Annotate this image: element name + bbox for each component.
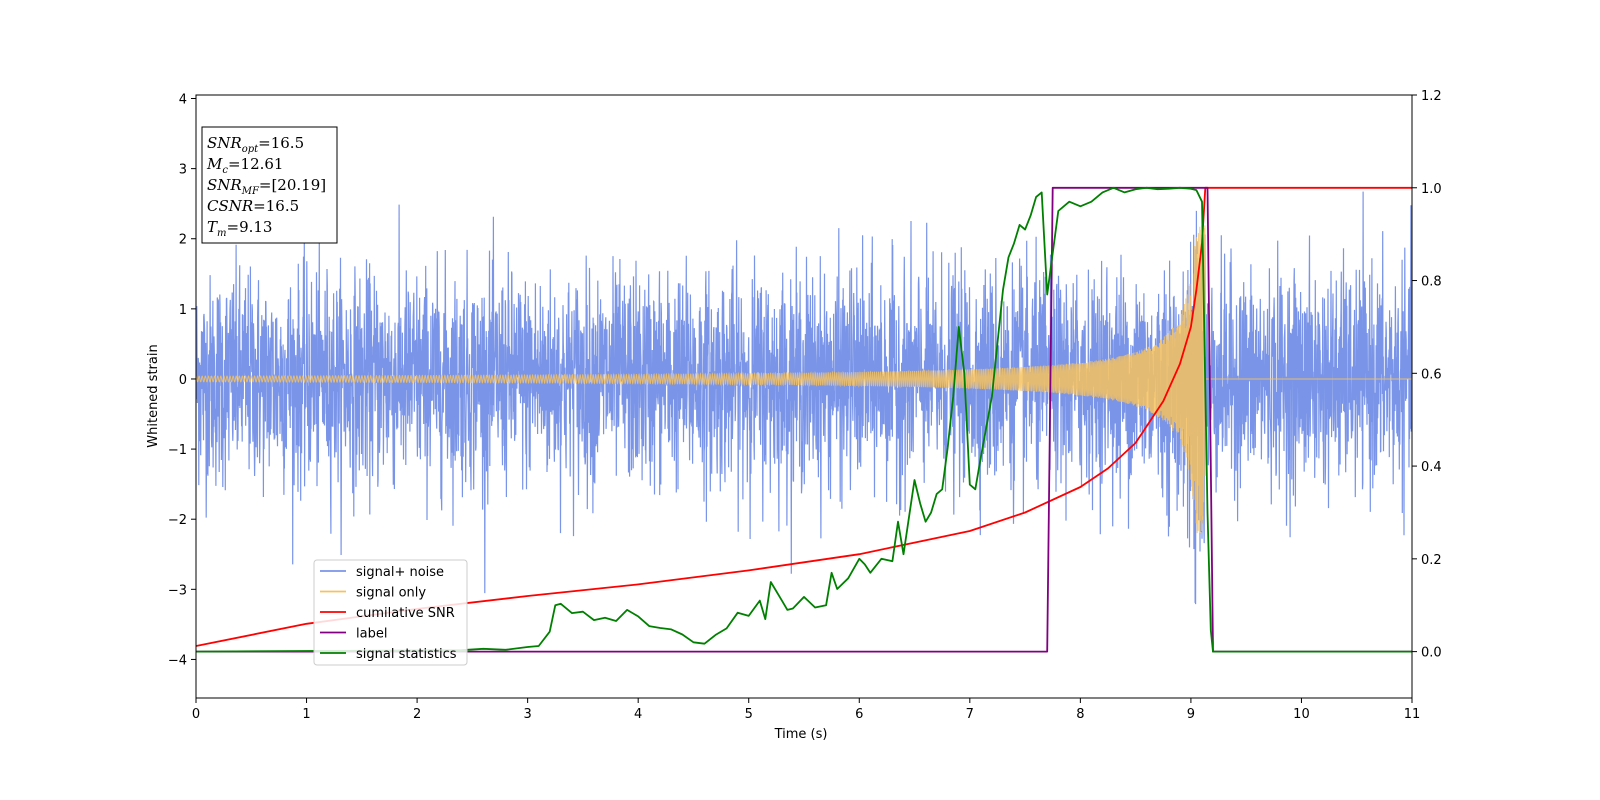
x-tick-label: 7: [966, 707, 974, 722]
y-left-tick-label: 3: [179, 163, 187, 178]
y-axis-right: 0.0 0.2 0.4 0.6 0.8 1.0 1.2: [1412, 89, 1442, 661]
info-line: CSNR=16.5: [207, 197, 299, 215]
y-axis-left: −4 −3 −2 −1 0 1 2 3 4: [168, 93, 196, 668]
info-line: SNRMF=[20.19]: [207, 176, 326, 197]
info-line: Mc=12.61: [206, 155, 283, 176]
y-right-tick-label: 0.0: [1421, 646, 1442, 661]
x-tick-label: 1: [302, 707, 310, 722]
y-left-tick-label: −3: [168, 583, 187, 598]
x-tick-label: 10: [1293, 707, 1310, 722]
legend: signal+ noise signal only cumilative SNR la…: [313, 559, 468, 666]
legend-label: signal+ noise: [356, 565, 444, 580]
x-tick-label: 6: [855, 707, 863, 722]
y-left-tick-label: −2: [168, 513, 187, 528]
info-line: SNRopt=16.5: [207, 134, 304, 155]
info-line: Tm=9.13: [207, 218, 272, 239]
y-right-tick-label: 0.4: [1421, 460, 1442, 475]
x-tick-label: 5: [745, 707, 753, 722]
y-right-tick-label: 0.6: [1421, 367, 1442, 382]
y-right-tick-label: 0.8: [1421, 275, 1442, 290]
series-cumulative-snr: [196, 186, 1412, 647]
x-tick-label: 8: [1076, 707, 1084, 722]
y-axis-title: Whitened strain: [146, 344, 161, 447]
x-tick-label: 0: [192, 707, 200, 722]
y-left-tick-label: 1: [179, 303, 187, 318]
legend-label: cumilative SNR: [356, 606, 455, 621]
info-box: SNRopt=16.5Mc=12.61SNRMF=[20.19]CSNR=16.…: [201, 126, 338, 244]
series-layer: [196, 186, 1412, 653]
legend-frame: [313, 559, 468, 666]
y-left-tick-label: 4: [179, 93, 187, 108]
x-tick-label: 2: [413, 707, 421, 722]
series-signal-statistics: [196, 186, 1412, 653]
legend-label: label: [356, 627, 387, 642]
series-signal-plus-noise: [196, 191, 1412, 605]
y-right-tick-label: 1.0: [1421, 182, 1442, 197]
x-tick-label: 9: [1187, 707, 1195, 722]
legend-label: signal statistics: [356, 647, 457, 662]
x-axis-title: Time (s): [774, 727, 828, 742]
y-right-tick-label: 1.2: [1421, 89, 1442, 104]
x-tick-label: 3: [523, 707, 531, 722]
y-left-tick-label: −4: [168, 653, 187, 668]
legend-label: signal only: [356, 586, 426, 601]
x-axis: 0 1 2 3 4 5 6 7 8 9 10 11: [192, 698, 1420, 722]
plot-frame: [195, 94, 1413, 699]
x-tick-label: 4: [634, 707, 642, 722]
x-tick-label: 11: [1404, 707, 1421, 722]
y-left-tick-label: 2: [179, 233, 187, 248]
info-box-frame: [201, 126, 338, 244]
y-left-tick-label: −1: [168, 443, 187, 458]
y-left-tick-label: 0: [179, 373, 187, 388]
y-right-tick-label: 0.2: [1421, 553, 1442, 568]
